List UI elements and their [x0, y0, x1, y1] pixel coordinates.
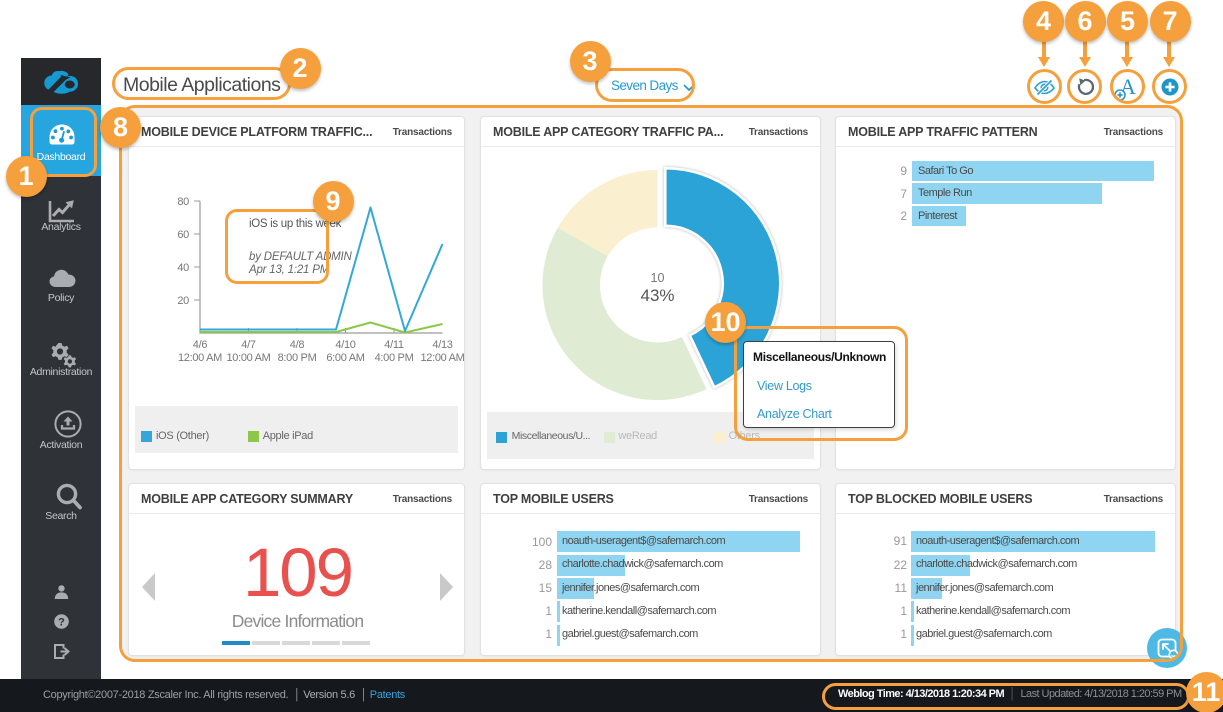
- svg-text:4/7: 4/7: [241, 339, 256, 351]
- svg-text:10:00 AM: 10:00 AM: [226, 352, 270, 364]
- svg-text:10: 10: [651, 271, 665, 285]
- svg-text:12:00 AM: 12:00 AM: [178, 352, 222, 364]
- svg-text:43%: 43%: [640, 286, 674, 305]
- svg-text:12:00 AM: 12:00 AM: [420, 352, 464, 364]
- svg-text:4/8: 4/8: [290, 339, 305, 351]
- svg-text:6:00 AM: 6:00 AM: [326, 352, 364, 364]
- svg-text:4/10: 4/10: [335, 339, 355, 351]
- svg-text:4/11: 4/11: [384, 339, 404, 351]
- svg-text:Apr 13, 1:21 PM: Apr 13, 1:21 PM: [248, 264, 330, 276]
- svg-text:60: 60: [177, 229, 189, 241]
- svg-text:20: 20: [177, 295, 189, 307]
- svg-text:iOS is up this week: iOS is up this week: [249, 218, 342, 230]
- svg-text:40: 40: [177, 262, 189, 274]
- svg-text:4:00 PM: 4:00 PM: [375, 352, 414, 364]
- svg-text:8:00 PM: 8:00 PM: [278, 352, 317, 364]
- svg-text:4/6: 4/6: [193, 339, 208, 351]
- svg-text:80: 80: [177, 196, 189, 208]
- svg-text:?: ?: [58, 617, 65, 629]
- svg-text:4/13: 4/13: [432, 339, 452, 351]
